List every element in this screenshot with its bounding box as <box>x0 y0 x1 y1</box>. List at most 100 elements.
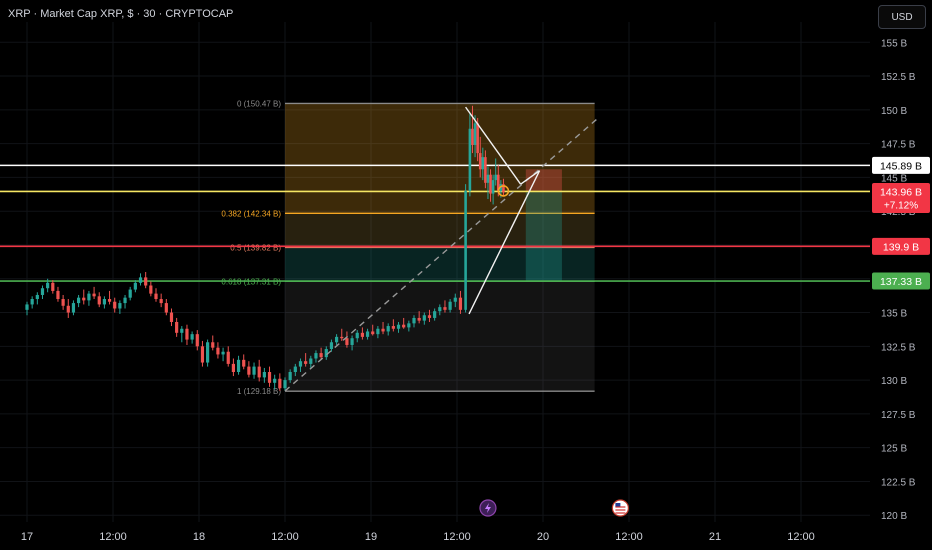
price-marker-circle <box>497 185 510 197</box>
candle-body <box>283 380 287 389</box>
candle-body <box>484 157 487 183</box>
fib-level-label: 0 (150.47 B) <box>237 99 281 108</box>
price-label-box[interactable] <box>872 156 930 174</box>
candle-body <box>293 366 297 372</box>
position-box[interactable] <box>525 169 562 282</box>
candle-body <box>458 297 463 310</box>
x-tick-label: 19 <box>365 531 377 543</box>
candle-body <box>185 328 189 340</box>
trend-line[interactable] <box>468 170 541 315</box>
y-tick-label: 132.5 B <box>881 342 916 353</box>
candle-body <box>471 128 474 145</box>
trend-line[interactable] <box>465 106 522 185</box>
fib-level-label: 1 (129.18 B) <box>237 387 281 396</box>
candle-body <box>443 307 447 310</box>
candle-body <box>345 338 349 345</box>
candle-body <box>231 363 235 372</box>
candle-body <box>107 299 112 302</box>
price-marker <box>497 185 510 197</box>
candle-body <box>489 174 492 194</box>
candle-body <box>422 315 426 321</box>
candle-body <box>468 128 472 191</box>
candle-body <box>314 353 318 359</box>
candle-body <box>92 293 96 297</box>
chart-title: XRP · Market Cap XRP, $ · 30 · CRYPTOCAP <box>8 8 234 20</box>
candle-body <box>175 322 179 333</box>
candle-body <box>478 153 482 170</box>
candle-body <box>169 312 174 322</box>
flag-canton-icon <box>615 503 621 507</box>
candle-body <box>350 338 354 345</box>
candle-body <box>481 157 485 170</box>
candle-body <box>35 294 39 300</box>
trend-line[interactable] <box>520 170 540 185</box>
candle-body <box>97 296 101 305</box>
candle-body <box>82 297 86 301</box>
y-tick-label: 147.5 B <box>881 140 916 151</box>
candle-body <box>133 282 137 290</box>
candle-body <box>464 190 467 310</box>
event-icons[interactable] <box>479 499 630 517</box>
candle-body <box>149 285 153 294</box>
candle-body <box>113 301 117 309</box>
candle-body <box>216 347 220 355</box>
candle-body <box>298 361 303 367</box>
candle-body <box>494 174 497 181</box>
candle-body <box>46 282 50 289</box>
price-label-text: 139.9 B <box>883 241 919 253</box>
y-tick-label: 150 B <box>881 106 907 117</box>
candle-body <box>340 336 344 339</box>
y-tick-label: 125 B <box>881 444 907 455</box>
candle-body <box>252 366 256 375</box>
candle-body <box>396 324 401 329</box>
candle-body <box>154 293 158 300</box>
candle-body <box>71 303 76 313</box>
fib-retracement[interactable]: 0 (150.47 B) 0.382 (142.34 B) 0.5 (139.82 … <box>221 99 595 396</box>
fib-band <box>285 247 595 282</box>
candle-body <box>309 358 313 364</box>
candle-body <box>448 301 452 310</box>
candle-body <box>412 317 416 324</box>
price-label-box[interactable] <box>872 272 930 290</box>
x-tick-label: 20 <box>537 531 549 543</box>
trend-line[interactable] <box>284 116 601 392</box>
candle-body <box>221 351 225 355</box>
fib-level-label: 0.5 (139.82 B) <box>230 243 281 252</box>
candle-body <box>486 174 490 183</box>
candle-body <box>273 378 277 383</box>
x-axis[interactable]: 17 12:00 18 12:00 19 12:00 20 12:00 21 12:00 <box>0 522 870 550</box>
y-tick-label: 145 B <box>881 173 907 184</box>
lightning-glyph-icon <box>484 503 491 513</box>
candle-body <box>402 324 406 328</box>
candle-body <box>51 282 55 291</box>
y-tick-label: 152.5 B <box>881 72 916 83</box>
candle-body <box>324 349 328 358</box>
currency-button[interactable]: USD <box>878 5 926 29</box>
candle-body <box>30 299 34 305</box>
candle-body <box>257 366 261 378</box>
price-change-text: +7.12% <box>884 200 918 211</box>
position-target-zone <box>525 191 562 282</box>
y-tick-label: 120 B <box>881 511 907 522</box>
candle-body <box>123 297 127 304</box>
candle-body <box>144 277 148 286</box>
candle-body <box>453 297 457 302</box>
x-tick-label: 17 <box>21 531 33 543</box>
candle-body <box>502 184 505 193</box>
candle-body <box>496 174 500 191</box>
candle-body <box>365 331 370 337</box>
x-tick-label: 12:00 <box>787 531 815 543</box>
fib-band <box>285 103 595 214</box>
candle-body <box>66 305 70 313</box>
candle-body <box>491 180 495 194</box>
price-label-box[interactable] <box>872 237 930 255</box>
x-tick-label: 21 <box>709 531 721 543</box>
trend-lines[interactable] <box>284 106 601 392</box>
price-label-box[interactable] <box>872 182 930 213</box>
y-tick-label: 135 B <box>881 309 907 320</box>
x-axis-background <box>0 522 870 550</box>
x-tick-label: 12:00 <box>271 531 299 543</box>
candle-body <box>417 317 421 321</box>
